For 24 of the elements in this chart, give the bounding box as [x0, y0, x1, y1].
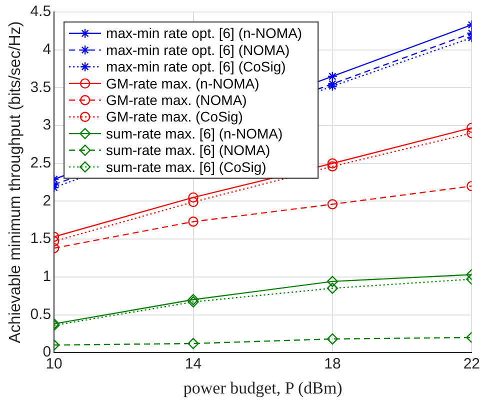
x-tick-label: 10 — [46, 356, 62, 373]
legend-label: sum-rate max. [6] (CoSig) — [106, 158, 266, 175]
legend-label: sum-rate max. [6] (n-NOMA) — [106, 125, 283, 142]
y-tick-label: 1 — [42, 268, 52, 286]
y-tick-label: 1.5 — [30, 230, 52, 248]
y-tick-label: 0.5 — [30, 306, 52, 323]
y-tick-label: 4 — [42, 40, 52, 58]
legend-label: max-min rate opt. [6] (NOMA) — [106, 42, 290, 58]
x-tick-label: 14 — [184, 356, 202, 373]
legend-label: GM-rate max. (n-NOMA) — [106, 75, 260, 92]
y-axis-title: Achievable minimum throughput (bits/sec/Hz) — [7, 21, 24, 344]
legend-label: GM-rate max. (CoSig) — [106, 108, 243, 125]
legend-label: max-min rate opt. [6] (n-NOMA) — [106, 25, 302, 42]
y-tick-label: 3 — [42, 116, 52, 134]
y-tick-label: 3.5 — [30, 78, 52, 96]
x-tick-label: 18 — [324, 356, 341, 373]
x-tick-label: 22 — [463, 356, 480, 373]
y-tick-label: 2.5 — [30, 154, 52, 172]
legend-label: sum-rate max. [6] (NOMA) — [106, 142, 270, 158]
x-axis-title: power budget, P (dBm) — [183, 378, 342, 398]
y-tick-label: 4.5 — [30, 3, 52, 20]
legend-label: GM-rate max. (NOMA) — [106, 92, 247, 108]
legend-label: max-min rate opt. [6] (CoSig) — [106, 58, 286, 75]
y-tick-label: 2 — [42, 192, 52, 210]
